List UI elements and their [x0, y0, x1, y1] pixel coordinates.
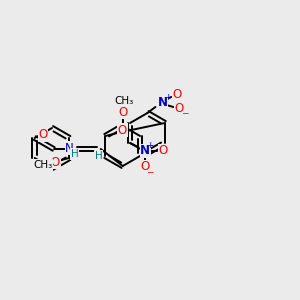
Text: N: N	[158, 95, 167, 109]
Text: N: N	[140, 145, 150, 158]
Text: CH₃: CH₃	[34, 160, 53, 170]
Text: O: O	[173, 88, 182, 100]
Text: O: O	[158, 145, 168, 158]
Text: −: −	[181, 109, 188, 118]
Text: H: H	[71, 149, 79, 159]
Text: +: +	[146, 142, 154, 151]
Text: O: O	[140, 160, 150, 173]
Text: CH₃: CH₃	[114, 96, 134, 106]
Text: O: O	[118, 106, 128, 118]
Text: +: +	[164, 92, 171, 101]
Text: O: O	[118, 124, 127, 136]
Text: N: N	[65, 142, 74, 154]
Text: −: −	[146, 167, 154, 176]
Text: H: H	[95, 151, 103, 161]
Text: O: O	[51, 155, 60, 169]
Text: O: O	[175, 103, 184, 116]
Text: O: O	[39, 128, 48, 141]
